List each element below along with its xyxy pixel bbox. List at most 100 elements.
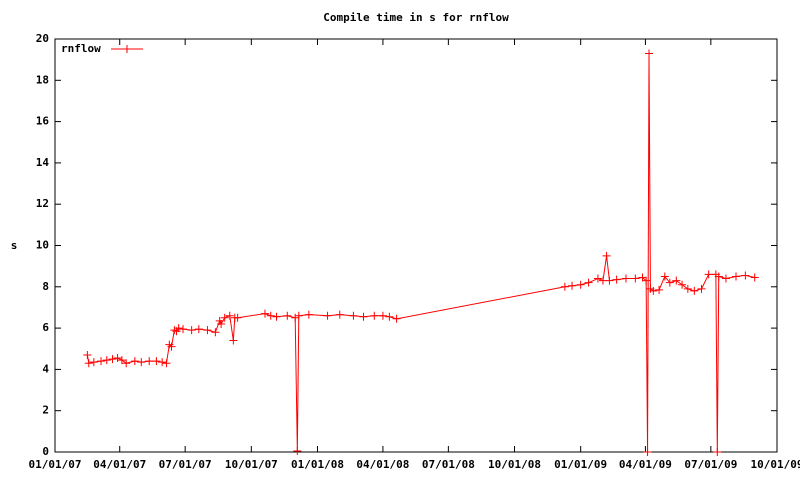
- x-tick-label: 04/01/07: [93, 458, 146, 471]
- data-point: [167, 342, 176, 351]
- x-tick-label: 10/01/09: [751, 458, 800, 471]
- data-point: [203, 326, 212, 335]
- data-point: [714, 272, 723, 281]
- data-point: [721, 274, 730, 283]
- data-point: [152, 357, 161, 366]
- data-point: [174, 324, 183, 333]
- y-tick-label: 0: [42, 445, 49, 458]
- legend-label: rnflow: [61, 42, 101, 55]
- y-tick-label: 4: [42, 362, 49, 375]
- data-point: [690, 286, 699, 295]
- data-point: [644, 49, 653, 58]
- data-point: [672, 276, 681, 285]
- data-point: [655, 285, 664, 294]
- y-tick-label: 18: [36, 73, 49, 86]
- y-tick-label: 16: [36, 115, 50, 128]
- data-point: [392, 314, 401, 323]
- x-tick-label: 10/01/07: [225, 458, 278, 471]
- data-point: [605, 276, 614, 285]
- data-point: [713, 448, 722, 456]
- y-tick-label: 12: [36, 197, 49, 210]
- data-point: [170, 326, 179, 335]
- data-point: [117, 356, 126, 365]
- data-point: [612, 275, 621, 284]
- data-point: [683, 284, 692, 293]
- x-tick-label: 01/01/09: [554, 458, 607, 471]
- y-tick-label: 20: [36, 32, 49, 45]
- data-point: [750, 273, 759, 282]
- data-point: [560, 282, 569, 291]
- chart-title: Compile time in s for rnflow: [323, 11, 509, 24]
- data-point: [304, 310, 313, 319]
- data-point: [697, 284, 706, 293]
- data-point: [211, 328, 220, 337]
- data-point: [643, 448, 652, 456]
- data-point: [187, 326, 196, 335]
- data-point: [179, 325, 188, 334]
- data-point: [621, 274, 630, 283]
- data-point: [704, 270, 713, 279]
- data-point: [102, 356, 111, 365]
- data-point: [165, 340, 174, 349]
- y-tick-label: 8: [42, 280, 49, 293]
- data-point: [291, 313, 300, 322]
- data-point: [137, 358, 146, 367]
- y-tick-label: 2: [42, 404, 49, 417]
- data-point: [678, 280, 687, 289]
- data-point: [593, 274, 602, 283]
- data-point: [349, 311, 358, 320]
- data-point: [266, 311, 275, 320]
- data-point: [665, 278, 674, 287]
- data-point: [741, 271, 750, 280]
- data-point: [576, 280, 585, 289]
- y-tick-label: 10: [36, 239, 49, 252]
- x-tick-label: 04/01/08: [356, 458, 409, 471]
- x-tick-label: 07/01/09: [684, 458, 737, 471]
- data-line: [86, 53, 755, 453]
- data-point: [145, 357, 154, 366]
- plot-frame: [54, 38, 778, 453]
- data-point: [225, 311, 234, 320]
- data-point: [233, 313, 242, 322]
- data-point: [323, 311, 332, 320]
- data-point: [359, 312, 368, 321]
- data-point: [335, 310, 344, 319]
- x-tick-label: 01/01/07: [29, 458, 82, 471]
- data-point: [642, 276, 651, 285]
- y-tick-label: 6: [42, 321, 49, 334]
- data-point: [194, 325, 203, 334]
- x-tick-label: 10/01/08: [488, 458, 541, 471]
- data-point: [385, 312, 394, 321]
- data-point: [370, 311, 379, 320]
- data-point: [260, 309, 269, 318]
- y-axis-label: s: [11, 239, 18, 252]
- data-point: [660, 272, 669, 281]
- data-point: [158, 358, 167, 367]
- data-point: [294, 311, 303, 320]
- x-tick-label: 04/01/09: [619, 458, 672, 471]
- data-point: [602, 251, 611, 260]
- data-point: [732, 272, 741, 281]
- data-point: [229, 336, 238, 345]
- data-point: [162, 359, 171, 368]
- x-tick-label: 01/01/08: [291, 458, 344, 471]
- data-point: [108, 355, 117, 364]
- data-point: [293, 446, 302, 455]
- y-tick-label: 14: [36, 156, 50, 169]
- x-tick-label: 07/01/08: [422, 458, 475, 471]
- data-point: [631, 274, 640, 283]
- data-point: [217, 319, 226, 328]
- data-point: [649, 286, 658, 295]
- data-point: [272, 312, 281, 321]
- data-point: [130, 357, 139, 366]
- data-point: [220, 313, 229, 322]
- data-point: [83, 350, 92, 359]
- data-point: [122, 359, 131, 368]
- data-point: [97, 357, 106, 366]
- data-point: [568, 281, 577, 290]
- data-point: [89, 358, 98, 367]
- data-point: [378, 311, 387, 320]
- x-tick-label: 07/01/07: [159, 458, 212, 471]
- data-point: [283, 311, 292, 320]
